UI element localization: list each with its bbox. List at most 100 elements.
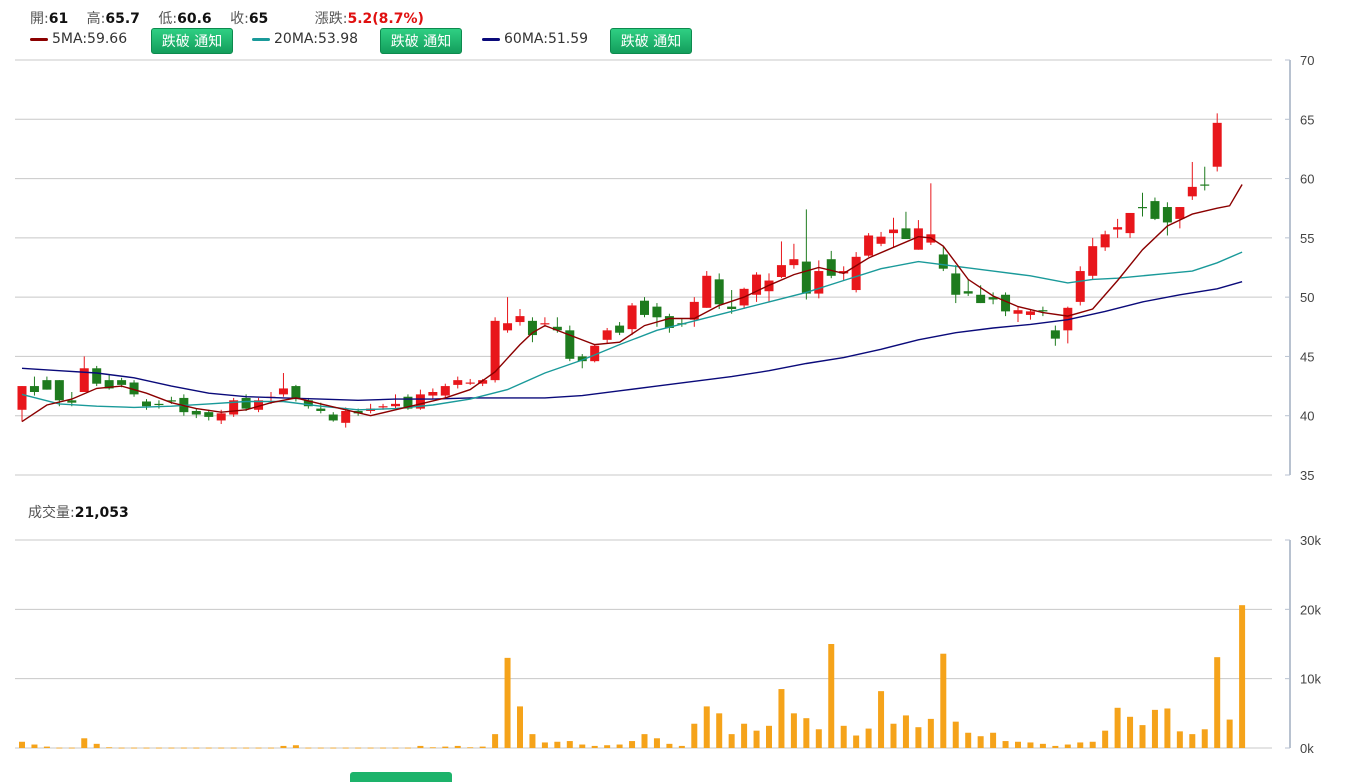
candle-body xyxy=(341,410,351,423)
candle-body xyxy=(291,386,301,400)
volume-bar xyxy=(1127,716,1134,748)
price-tick-label: 70 xyxy=(1300,53,1314,68)
volume-bar xyxy=(1052,745,1059,748)
volume-bar xyxy=(828,644,835,748)
volume-bar xyxy=(865,728,872,748)
price-tick-label: 65 xyxy=(1300,112,1314,127)
volume-bar xyxy=(317,747,324,749)
volume-bar xyxy=(1226,719,1233,748)
volume-bar xyxy=(604,745,611,748)
volume-bar xyxy=(292,745,299,748)
volume-bar xyxy=(952,721,959,748)
volume-bar xyxy=(1089,741,1096,748)
ma5-alert-button[interactable]: 跌破 通知 xyxy=(151,28,233,54)
candle-body xyxy=(789,259,799,266)
candle-body xyxy=(117,380,127,385)
candle-body xyxy=(142,401,151,407)
candle-body xyxy=(889,229,898,234)
volume-label: 成交量: xyxy=(28,505,75,521)
volume-tick-label: 20k xyxy=(1300,602,1321,617)
bottom-tab-button[interactable] xyxy=(350,772,452,782)
volume-bar xyxy=(168,747,175,749)
volume-bar xyxy=(566,741,573,748)
volume-bar xyxy=(1064,744,1071,748)
ma5-line xyxy=(21,184,1243,423)
volume-bar xyxy=(1201,729,1208,748)
candle-body xyxy=(67,400,77,403)
candle-body xyxy=(876,236,886,244)
candle-body xyxy=(913,228,923,250)
close-value: 65 xyxy=(248,11,269,27)
candle-body xyxy=(652,306,662,318)
volume-bar xyxy=(355,747,362,749)
low-value: 60.6 xyxy=(177,11,212,27)
volume-bar xyxy=(517,706,523,748)
high-value: 65.7 xyxy=(105,11,140,27)
volume-bar xyxy=(19,741,25,748)
candle-body xyxy=(689,301,699,320)
volume-bar xyxy=(218,747,225,749)
volume-bar xyxy=(155,747,162,749)
volume-bar xyxy=(878,691,885,748)
ma20-alert-button[interactable]: 跌破 通知 xyxy=(380,28,462,54)
volume-bar xyxy=(840,725,847,748)
volume-bar xyxy=(1077,742,1084,748)
candle-body xyxy=(490,320,500,381)
candle-body xyxy=(303,400,313,407)
volume-bar xyxy=(678,745,685,748)
candle-body xyxy=(204,412,214,417)
volume-value: 21,053 xyxy=(74,505,129,521)
candle-body xyxy=(254,400,264,410)
candle-body xyxy=(1175,207,1185,219)
volume-bar xyxy=(492,734,499,748)
volume-bar xyxy=(1027,742,1034,748)
ma60-legend-item: 60MA:51.59 xyxy=(482,31,588,47)
volume-bar xyxy=(330,747,337,749)
volume-bar xyxy=(616,744,623,748)
candle-body xyxy=(79,368,89,392)
ma5-legend-item: 5MA:59.66 xyxy=(30,31,127,47)
change-value: 5.2(8.7%) xyxy=(347,11,424,27)
volume-bar xyxy=(56,747,63,749)
volume-bar xyxy=(380,747,387,749)
candle-body xyxy=(752,274,762,295)
candle-body xyxy=(839,271,849,274)
volume-bar xyxy=(541,742,548,748)
candle-body xyxy=(590,345,600,362)
ma60-alert-button[interactable]: 跌破 通知 xyxy=(610,28,692,54)
volume-bar xyxy=(741,723,748,748)
volume-tick-label: 30k xyxy=(1300,533,1321,548)
volume-bar xyxy=(43,746,50,748)
volume-bar xyxy=(1176,731,1183,748)
volume-bar xyxy=(591,745,598,748)
candle-body xyxy=(776,265,786,277)
candle-body xyxy=(640,300,649,315)
volume-bar xyxy=(467,747,474,749)
volume-bar xyxy=(31,744,38,748)
candle-body xyxy=(1088,246,1098,276)
candle-body xyxy=(453,380,463,385)
price-tick-label: 45 xyxy=(1300,349,1314,364)
volume-bar xyxy=(68,747,75,749)
volume-bar xyxy=(131,747,138,749)
price-tick-label: 50 xyxy=(1300,290,1314,305)
candle-body xyxy=(1038,310,1048,312)
high-label: 高: xyxy=(86,11,106,27)
candle-body xyxy=(565,330,575,359)
price-tick-label: 40 xyxy=(1300,409,1314,424)
volume-bar xyxy=(243,747,250,749)
volume-bar xyxy=(1164,708,1171,748)
volume-bar xyxy=(442,746,449,748)
volume-bar xyxy=(641,734,648,748)
candle-body xyxy=(191,410,201,415)
candle-body xyxy=(166,400,176,402)
volume-bar xyxy=(554,741,561,748)
ma20-legend-item: 20MA:53.98 xyxy=(252,31,358,47)
volume-tick-label: 10k xyxy=(1300,672,1321,687)
ma5-swatch xyxy=(30,37,48,41)
volume-bar xyxy=(193,747,200,749)
volume-bar xyxy=(504,657,511,748)
candle-body xyxy=(428,392,438,396)
ma60-legend-label: 60MA:51.59 xyxy=(504,31,589,47)
candle-body xyxy=(540,323,550,325)
